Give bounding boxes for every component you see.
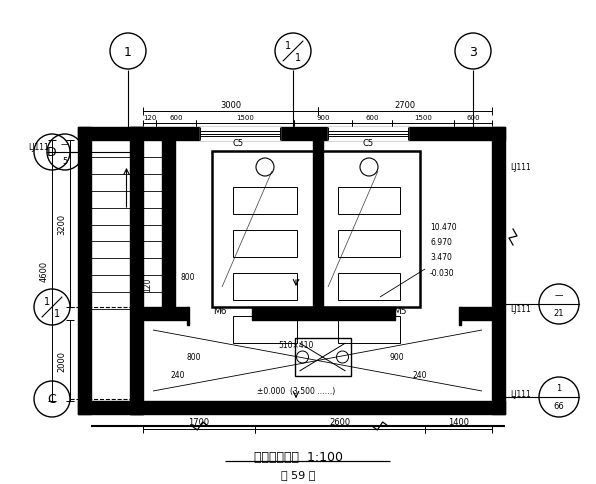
Bar <box>294 338 350 376</box>
Bar <box>233 188 297 214</box>
Text: 21: 21 <box>554 309 564 318</box>
Bar <box>233 317 297 343</box>
Text: LJ111: LJ111 <box>28 143 49 152</box>
Text: 1: 1 <box>44 297 50 306</box>
Text: 120: 120 <box>143 115 156 121</box>
Text: LJ111: LJ111 <box>510 163 531 172</box>
Text: ±0.000  (3.500 ……): ±0.000 (3.500 ……) <box>257 387 335 396</box>
Bar <box>339 230 399 257</box>
Text: 900: 900 <box>316 115 330 121</box>
Text: 1: 1 <box>54 308 60 318</box>
Text: 600: 600 <box>169 115 183 121</box>
Text: 4600: 4600 <box>39 260 48 282</box>
Bar <box>318 151 420 307</box>
Text: 题 59 图: 题 59 图 <box>281 469 315 479</box>
Bar <box>339 317 399 343</box>
Text: —: — <box>61 140 69 149</box>
Text: 240: 240 <box>170 371 185 380</box>
Text: 1: 1 <box>295 53 301 62</box>
Bar <box>233 230 297 257</box>
Bar <box>212 151 318 307</box>
Text: 800: 800 <box>181 273 195 282</box>
Text: 600: 600 <box>466 115 480 121</box>
Bar <box>339 188 399 214</box>
Text: 66: 66 <box>554 402 564 410</box>
Bar <box>339 273 399 301</box>
Text: 2600: 2600 <box>330 418 350 426</box>
Text: LJ111: LJ111 <box>510 390 531 399</box>
Text: 1400: 1400 <box>448 418 469 426</box>
Text: -0.030: -0.030 <box>430 268 455 277</box>
Text: M6: M6 <box>213 307 226 316</box>
Text: 510×410: 510×410 <box>278 340 313 349</box>
Text: 2700: 2700 <box>395 100 415 109</box>
Text: 6.970: 6.970 <box>430 238 452 247</box>
Text: C5: C5 <box>232 138 244 147</box>
Text: 2000: 2000 <box>57 350 67 371</box>
Text: 5: 5 <box>63 156 67 165</box>
Text: 600: 600 <box>365 115 378 121</box>
Text: 240: 240 <box>413 371 427 380</box>
Text: 卫生间平面图  1:100: 卫生间平面图 1:100 <box>253 451 343 464</box>
Text: LJ111: LJ111 <box>510 305 531 314</box>
Text: 1500: 1500 <box>414 115 432 121</box>
Text: 1: 1 <box>285 41 291 51</box>
Text: 800: 800 <box>187 353 201 362</box>
Text: 120: 120 <box>144 277 153 291</box>
Text: 1500: 1500 <box>236 115 254 121</box>
Text: 1: 1 <box>557 384 561 393</box>
Text: 900: 900 <box>390 353 404 362</box>
Text: 3: 3 <box>469 45 477 59</box>
Text: 3.470: 3.470 <box>430 253 452 262</box>
Text: M5: M5 <box>393 307 406 316</box>
Text: 1700: 1700 <box>188 418 210 426</box>
Text: C5: C5 <box>362 138 374 147</box>
Text: 10.470: 10.470 <box>430 223 457 232</box>
Text: 1: 1 <box>124 45 132 59</box>
Text: C: C <box>48 393 57 406</box>
Text: 3200: 3200 <box>57 213 67 235</box>
Text: D: D <box>47 146 57 159</box>
Text: —: — <box>555 291 563 300</box>
Bar <box>233 273 297 301</box>
Text: 3000: 3000 <box>220 100 241 109</box>
